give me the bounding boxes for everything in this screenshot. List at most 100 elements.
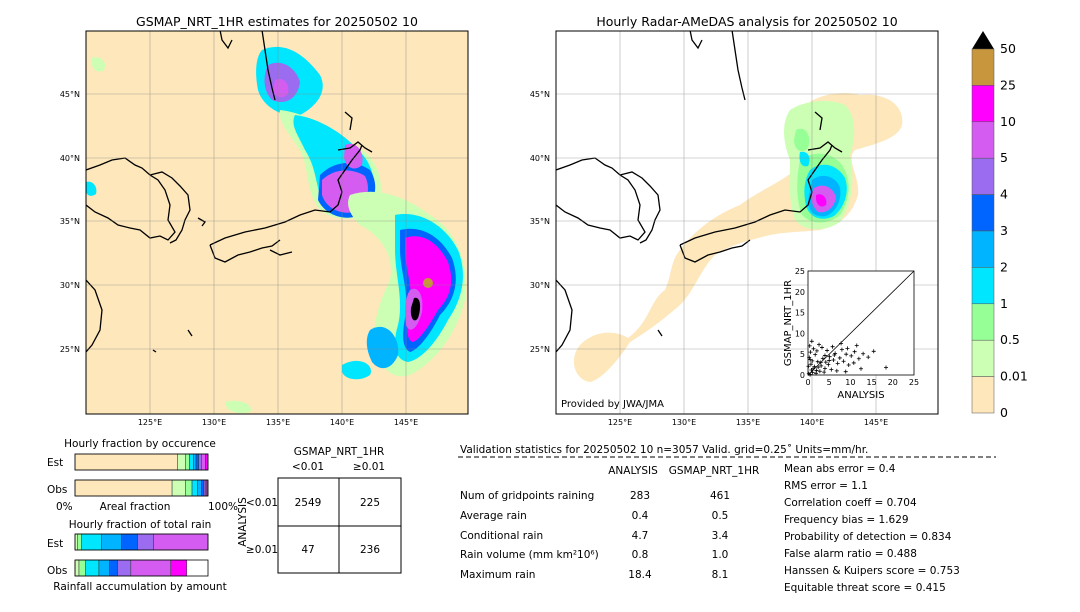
stat-row-analysis: 18.4 (628, 569, 652, 581)
stat-row-gsmap: 461 (709, 490, 731, 502)
scatter-point (839, 347, 844, 352)
lon-label: 130°E (672, 418, 696, 427)
bar-segment (170, 559, 187, 577)
scatter-point (808, 350, 813, 355)
stat-row-gsmap: 1.0 (711, 549, 729, 561)
rain-area (423, 278, 433, 288)
table-title: GSMAP_NRT_1HR (294, 446, 385, 458)
bar-frame (74, 479, 209, 497)
bar-segment (74, 479, 173, 497)
stat-row-label: Average rain (460, 510, 527, 522)
bar-segment (185, 479, 193, 497)
scatter-point (811, 346, 816, 351)
lon-label: 140°E (330, 418, 354, 427)
scatter-point (851, 360, 856, 365)
occurence-xlabel-right: 100% (208, 501, 238, 513)
colorbar-box (971, 121, 995, 159)
colorbar-box (971, 48, 995, 86)
occurence-row-label: Obs (47, 484, 67, 496)
bar-segment (171, 479, 186, 497)
scatter-point (844, 352, 849, 357)
stat-row-analysis: 0.4 (631, 510, 649, 522)
scatter-point (852, 349, 857, 354)
lat-label: 30°N (530, 281, 550, 290)
colorbar-label: 10 (1000, 114, 1016, 129)
score-line: Frequency bias = 1.629 (784, 514, 909, 526)
colorbar-box (971, 157, 995, 195)
lat-label: 40°N (530, 154, 550, 163)
colorbar-label: 0 (1000, 405, 1008, 420)
colorbar-label: 5 (1000, 150, 1008, 165)
scatter-point (822, 370, 827, 375)
bar-segment (201, 479, 205, 497)
lon-label: 140°E (800, 418, 824, 427)
scatter-point (815, 359, 820, 364)
lon-label: 125°E (138, 418, 162, 427)
bar-frame (74, 533, 209, 551)
bar-segment (191, 479, 198, 497)
scatter-point (827, 354, 832, 359)
scatter-point (811, 366, 816, 371)
scatter-ylabel: GSMAP_NRT_1HR (783, 280, 794, 366)
scatter-point (826, 362, 831, 367)
scatter-point (809, 339, 814, 344)
bar-segment (117, 559, 132, 577)
diagonal-line (807, 270, 915, 376)
colorbar-box (971, 376, 995, 414)
scatter-point (841, 359, 846, 364)
stat-row-gsmap: 0.5 (711, 510, 729, 522)
colorbar-label: 4 (1000, 187, 1008, 202)
colorbar-label: 25 (1000, 77, 1016, 92)
scatter-y-tick: 25 (795, 267, 805, 276)
scatter-y-tick: 0 (800, 371, 805, 380)
lon-label: 130°E (202, 418, 226, 427)
scatter-point (814, 348, 819, 353)
total-rain-row-label: Obs (47, 565, 67, 577)
scatter-point (810, 370, 815, 375)
stat-row-label: Rain volume (mm km²10⁶) (460, 549, 599, 561)
bar-segment (198, 453, 202, 471)
bar-segment (121, 533, 138, 551)
score-line: Equitable threat score = 0.415 (784, 582, 946, 594)
table-cell: 225 (360, 497, 380, 509)
left-map: 45°N 40°N 35°N 30°N 25°N 125°E 130°E 135… (60, 30, 469, 427)
rain-area (344, 143, 363, 169)
rain-area (86, 181, 97, 196)
scatter-x-tick: 25 (909, 378, 919, 387)
score-line: Probability of detection = 0.834 (784, 531, 952, 543)
scatter-point (827, 358, 832, 363)
scatter-point (818, 360, 823, 365)
coastline (86, 31, 373, 353)
table-cell: 236 (360, 544, 380, 556)
scatter-x-tick: 0 (805, 378, 810, 387)
stat-row-analysis: 4.7 (631, 530, 649, 542)
scatter-point (822, 366, 827, 371)
stat-row-gsmap: 3.4 (711, 530, 729, 542)
lon-label: 135°E (266, 418, 290, 427)
scatter-point (823, 360, 828, 365)
colorbar-label: 3 (1000, 223, 1008, 238)
lat-label: 25°N (60, 345, 80, 354)
scatter-point (837, 355, 842, 360)
col-header-gsmap: GSMAP_NRT_1HR (668, 465, 760, 477)
scatter-point (807, 343, 812, 348)
total-rain-row-label: Est (47, 538, 63, 550)
total-rain-xlabel: Rainfall accumulation by amount (53, 581, 226, 593)
scatter-point (835, 361, 840, 366)
row-label: <0.01 (246, 497, 278, 509)
scatter-point (810, 358, 815, 363)
scatter-point (831, 358, 836, 363)
scatter-y-tick: 10 (795, 329, 805, 338)
bar-segment (74, 559, 80, 577)
rain-area (342, 360, 371, 380)
colorbar-box (971, 303, 995, 341)
scatter-point (814, 371, 819, 376)
scatter-x-tick: 20 (888, 378, 898, 387)
col-label: <0.01 (292, 461, 324, 473)
occurence-title: Hourly fraction by occurence (64, 438, 216, 450)
scatter-point (807, 355, 812, 360)
scatter-y-tick: 15 (795, 309, 805, 318)
scatter-point (829, 367, 834, 372)
lat-label: 35°N (530, 217, 550, 226)
scatter-point (817, 369, 822, 374)
